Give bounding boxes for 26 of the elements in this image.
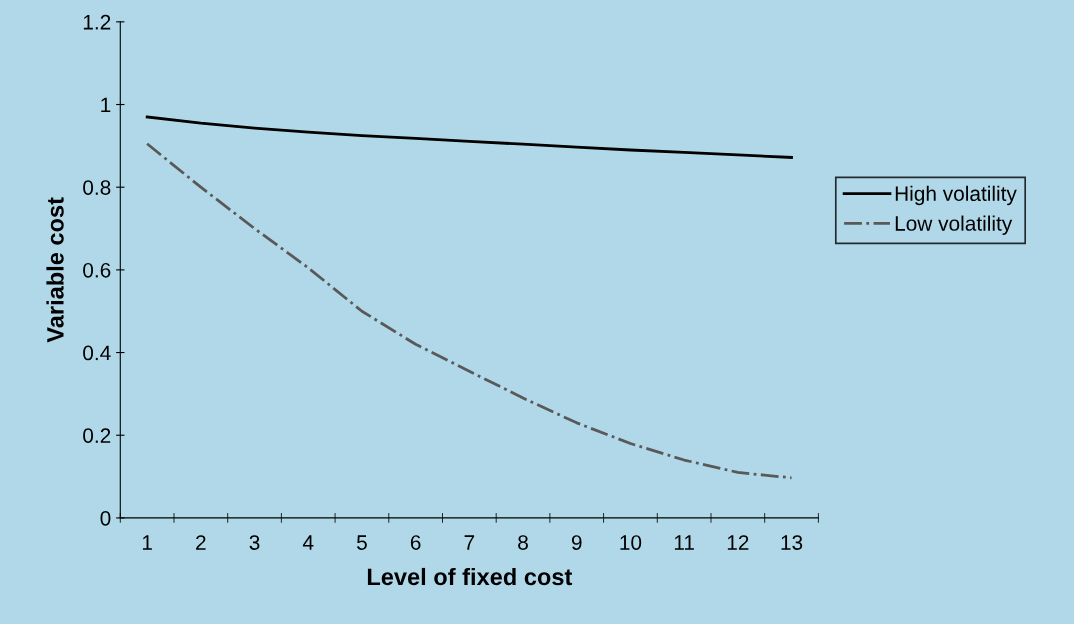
y-tick-label: 0.8 [83, 180, 111, 195]
x-tick-label: 1 [142, 535, 152, 550]
x-tick-label: 3 [249, 535, 260, 550]
y-tick-label: 0.6 [83, 262, 111, 278]
x-tick-label: 6 [410, 535, 421, 550]
x-tick-label: 12 [727, 535, 749, 550]
x-tick-label: 9 [571, 535, 582, 550]
y-tick-label: 1 [101, 97, 111, 113]
y-tick-label: 0 [100, 510, 111, 526]
x-tick-label: 2 [196, 535, 206, 550]
legend-label: High volatility [895, 185, 1017, 206]
x-tick-label: 10 [620, 535, 642, 550]
x-axis-title: Level of fixed cost [367, 567, 573, 586]
line-series [145, 142, 793, 480]
x-tick-label: 5 [356, 535, 367, 550]
y-tick-label: 1.2 [83, 14, 111, 30]
x-tick-label: 8 [518, 535, 528, 550]
line-series [145, 115, 793, 159]
y-tick-label: 0.2 [83, 428, 111, 443]
x-tick-label: 4 [302, 535, 314, 550]
x-tick-label: 7 [464, 535, 475, 550]
y-tick-label: 0.4 [83, 345, 111, 361]
legend-label: Low volatility [895, 215, 1013, 235]
x-tick-label: 13 [781, 535, 803, 550]
x-tick-label: 11 [674, 535, 694, 550]
y-axis-title: Variable cost [46, 197, 64, 343]
